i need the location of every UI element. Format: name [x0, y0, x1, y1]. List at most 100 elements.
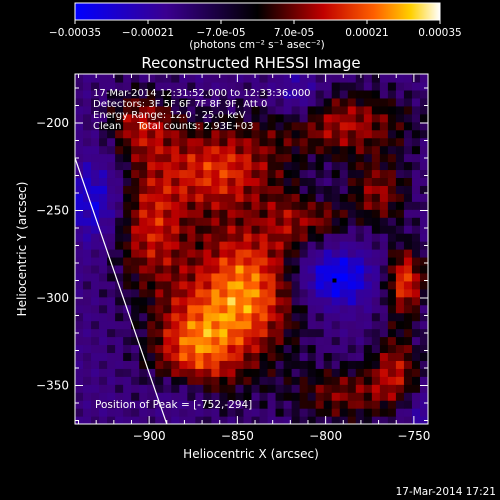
heatmap-cell: [235, 89, 245, 99]
heatmap-cell: [163, 201, 172, 210]
heatmap-cell: [203, 217, 212, 226]
heatmap-cell: [195, 169, 204, 179]
heatmap-cell: [179, 185, 188, 194]
heatmap-cell: [395, 272, 405, 282]
heatmap-cell: [147, 233, 156, 242]
heatmap-cell: [411, 328, 421, 338]
heatmap-cell: [299, 105, 309, 115]
heatmap-cell: [155, 384, 164, 393]
heatmap-cell: [315, 113, 325, 123]
heatmap-cell: [219, 416, 229, 424]
heatmap-cell: [355, 328, 365, 338]
heatmap-cell: [227, 145, 237, 155]
heatmap-cell: [363, 177, 373, 186]
heatmap-cell: [107, 177, 116, 186]
heatmap-cell: [395, 280, 405, 290]
heatmap-cell: [187, 233, 196, 242]
heatmap-cell: [275, 280, 285, 290]
heatmap-cell: [315, 74, 325, 83]
heatmap-cell: [99, 233, 108, 242]
heatmap-cell: [235, 392, 245, 401]
heatmap-cell: [107, 416, 116, 424]
heatmap-cell: [403, 129, 413, 139]
heatmap-cell: [419, 137, 428, 147]
heatmap-cell: [139, 105, 148, 115]
heatmap-cell: [323, 233, 333, 242]
heatmap-cell: [379, 352, 389, 361]
heatmap-cell: [275, 272, 285, 282]
heatmap-cell: [411, 336, 421, 346]
heatmap-cell: [379, 241, 389, 250]
heatmap-cell: [267, 320, 277, 330]
heatmap-cell: [219, 177, 229, 186]
heatmap-cell: [251, 74, 261, 83]
heatmap-cell: [211, 280, 221, 290]
heatmap-cell: [347, 344, 357, 354]
heatmap-cell: [195, 233, 204, 242]
heatmap-cell: [83, 249, 92, 258]
heatmap-cell: [387, 241, 397, 250]
heatmap-cell: [187, 81, 196, 91]
heatmap-cell: [347, 74, 357, 83]
heatmap-cell: [195, 209, 204, 218]
heatmap-cell: [155, 217, 164, 226]
heatmap-cell: [211, 217, 221, 226]
heatmap-cell: [299, 161, 309, 171]
heatmap-cell: [139, 392, 148, 401]
heatmap-cell: [91, 161, 100, 171]
heatmap-cell: [195, 312, 204, 322]
heatmap-cell: [91, 145, 100, 155]
heatmap-cell: [283, 161, 293, 171]
heatmap-cell: [259, 74, 269, 83]
heatmap-cell: [283, 352, 293, 361]
heatmap-cell: [379, 113, 389, 123]
heatmap-cell: [395, 408, 405, 417]
heatmap-cell: [147, 408, 156, 417]
heatmap-cell: [283, 312, 293, 322]
heatmap-cell: [331, 296, 341, 306]
heatmap-cell: [283, 328, 293, 338]
heatmap-cell: [155, 368, 164, 377]
heatmap-cell: [387, 408, 397, 417]
heatmap-cell: [75, 177, 84, 186]
heatmap-cell: [387, 153, 397, 163]
heatmap-cell: [75, 97, 84, 107]
heatmap-cell: [171, 296, 180, 306]
heatmap-cell: [387, 272, 397, 282]
heatmap-cell: [163, 400, 172, 409]
heatmap-cell: [339, 217, 349, 226]
heatmap-cell: [115, 201, 124, 210]
heatmap-cell: [347, 320, 357, 330]
heatmap-cell: [371, 233, 381, 242]
heatmap-cell: [211, 272, 221, 282]
heatmap-cell: [299, 320, 309, 330]
heatmap-cell: [275, 193, 285, 202]
heatmap-cell: [411, 121, 421, 131]
heatmap-cell: [307, 97, 317, 107]
heatmap-cell: [379, 280, 389, 290]
heatmap-cell: [403, 400, 413, 409]
heatmap-cell: [411, 368, 421, 377]
heatmap-cell: [307, 89, 317, 99]
heatmap-cell: [371, 272, 381, 282]
heatmap-cell: [267, 169, 277, 179]
heatmap-cell: [387, 161, 397, 171]
heatmap-cell: [307, 105, 317, 115]
heatmap-cell: [259, 416, 269, 424]
heatmap-cell: [155, 328, 164, 338]
heatmap-cell: [107, 97, 116, 107]
heatmap-cell: [419, 408, 428, 417]
heatmap-cell: [403, 272, 413, 282]
heatmap-cell: [371, 129, 381, 139]
heatmap-cell: [163, 89, 172, 99]
heatmap-cell: [243, 352, 253, 361]
heatmap-cell: [179, 137, 188, 147]
heatmap-cell: [291, 153, 301, 163]
heatmap-cell: [131, 177, 140, 186]
y-tick-label: −250: [36, 204, 69, 218]
heatmap-cell: [179, 344, 188, 354]
heatmap-cell: [355, 368, 365, 377]
heatmap-cell: [131, 360, 140, 369]
heatmap-cell: [211, 288, 221, 298]
heatmap-cell: [179, 161, 188, 171]
